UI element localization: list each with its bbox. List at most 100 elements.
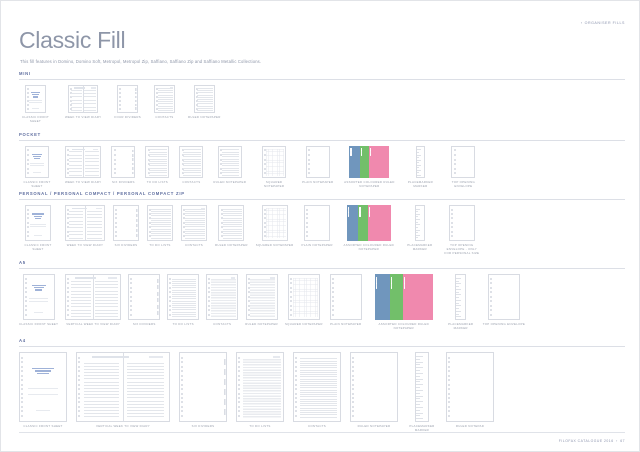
product-item[interactable]: SQUARED NOTEPAPER	[256, 205, 294, 248]
product-item[interactable]: FOUR DIVIDERS	[114, 85, 141, 120]
product-thumbnail[interactable]	[346, 205, 391, 241]
product-item[interactable]: SIX DIVIDERS	[128, 274, 161, 327]
product-item[interactable]: RULED NOTEPAPER	[215, 205, 248, 248]
product-thumbnail[interactable]	[128, 274, 161, 320]
product-item[interactable]: WEEK TO VIEW DIARY	[65, 146, 102, 185]
product-thumbnail[interactable]	[25, 205, 51, 241]
product-thumbnail[interactable]	[349, 146, 390, 178]
product-item[interactable]: WEEK TO VIEW DIARY	[65, 85, 101, 120]
product-item[interactable]: CLASSIC FRONT SHEET	[19, 205, 57, 252]
product-item[interactable]: TO DO LISTS	[236, 352, 284, 429]
product-item[interactable]: SQUARED NOTEPAPER	[256, 146, 292, 189]
ring-holes	[390, 276, 393, 320]
product-thumbnail[interactable]	[65, 146, 102, 178]
product-thumbnail[interactable]	[448, 205, 475, 241]
product-item[interactable]: PLACEMARKER MARKER	[446, 274, 476, 331]
product-item[interactable]: RULED NOTEPAPER	[213, 146, 246, 185]
product-thumbnail[interactable]	[293, 352, 341, 422]
product-thumbnail[interactable]	[218, 205, 245, 241]
product-item[interactable]: CONTACTS	[181, 205, 207, 248]
rule-lines	[84, 362, 120, 417]
product-thumbnail[interactable]	[415, 352, 429, 422]
product-item[interactable]: PLAIN NOTEPAPER	[329, 274, 362, 327]
product-item[interactable]: VERTICAL WEEK TO VIEW DIARY	[65, 274, 122, 327]
product-thumbnail[interactable]	[414, 205, 425, 241]
product-thumbnail[interactable]	[193, 85, 215, 113]
product-thumbnail[interactable]	[19, 352, 67, 422]
product-label: ASSORTED COLOURED RULED NOTEPAPER	[344, 180, 395, 188]
product-item[interactable]: PLACEMARKER MARKER	[405, 146, 435, 189]
product-item[interactable]: TOP OPENING ENVELOPE	[445, 146, 481, 189]
product-item[interactable]: TOP OPENING ENVELOPE	[483, 274, 525, 327]
product-item[interactable]: RULED NOTEPAPER	[350, 352, 398, 429]
ring-holes	[451, 207, 453, 238]
product-thumbnail[interactable]	[111, 146, 136, 178]
product-item[interactable]: CLASSIC FRONT SHEET	[19, 85, 52, 124]
product-item[interactable]: CONTACTS	[179, 146, 204, 185]
product-item[interactable]: RULED NOTEPAD	[446, 352, 494, 429]
product-item[interactable]: TOP OPENING ENVELOPE - ONLY FOR PERSONAL…	[443, 205, 481, 256]
breadcrumb[interactable]: › ORGANISER FILLS	[581, 21, 625, 26]
product-thumbnail[interactable]	[487, 274, 520, 320]
product-thumbnail[interactable]	[206, 274, 239, 320]
product-thumbnail[interactable]	[262, 146, 287, 178]
product-item[interactable]: ASSORTED COLOURED RULED NOTEPAPER	[369, 274, 439, 331]
product-thumbnail[interactable]	[455, 274, 467, 320]
product-thumbnail[interactable]	[261, 205, 288, 241]
product-thumbnail[interactable]	[179, 146, 204, 178]
product-item[interactable]: RULED NOTEPAPER	[245, 274, 278, 327]
product-thumbnail[interactable]	[179, 352, 227, 422]
product-item[interactable]: ASSORTED COLOURED RULED NOTEPAPER	[343, 146, 395, 189]
product-thumbnail[interactable]	[287, 274, 320, 320]
product-thumbnail[interactable]	[68, 85, 99, 113]
product-item[interactable]: VERTICAL WEEK TO VIEW DIARY	[76, 352, 170, 429]
product-thumbnail[interactable]	[113, 205, 139, 241]
product-item[interactable]: SIX DIVIDERS	[179, 352, 227, 429]
product-item[interactable]: PLAIN NOTEPAPER	[302, 146, 333, 185]
product-item[interactable]: SIX DIVIDERS	[111, 146, 136, 185]
product-thumbnail[interactable]	[25, 85, 46, 113]
product-thumbnail[interactable]	[65, 274, 122, 320]
ring-holes	[183, 207, 186, 238]
product-thumbnail[interactable]	[350, 352, 398, 422]
product-item[interactable]: CONTACTS	[206, 274, 239, 327]
product-thumbnail[interactable]	[446, 352, 494, 422]
product-item[interactable]: SQUARED NOTEPAPER	[285, 274, 323, 327]
product-thumbnail[interactable]	[181, 205, 207, 241]
product-thumbnail[interactable]	[22, 274, 55, 320]
product-item[interactable]: PLACEMARKER MARKER	[405, 205, 435, 252]
product-item[interactable]: CONTACTS	[153, 85, 175, 120]
product-item[interactable]: PLAIN NOTEPAPER	[302, 205, 333, 248]
product-thumbnail[interactable]	[167, 274, 200, 320]
product-thumbnail[interactable]	[153, 85, 175, 113]
product-thumbnail[interactable]	[236, 352, 284, 422]
product-item[interactable]: CLASSIC FRONT SHEET	[19, 352, 67, 429]
product-item[interactable]: TO DO LISTS	[167, 274, 200, 327]
product-thumbnail[interactable]	[117, 85, 139, 113]
product-thumbnail[interactable]	[305, 146, 330, 178]
product-thumbnail[interactable]	[329, 274, 362, 320]
product-thumbnail[interactable]	[65, 205, 105, 241]
product-item[interactable]: CLASSIC FRONT SHEET	[19, 274, 58, 327]
product-item[interactable]: SIX DIVIDERS	[113, 205, 139, 248]
product-thumbnail[interactable]	[245, 274, 278, 320]
product-thumbnail[interactable]	[415, 146, 425, 178]
product-thumbnail[interactable]	[76, 352, 170, 422]
product-thumbnail[interactable]	[374, 274, 433, 320]
product-thumbnail[interactable]	[304, 205, 331, 241]
product-item[interactable]: CONTACTS	[293, 352, 341, 429]
product-item[interactable]: PLACEMARKER MARKER	[407, 352, 437, 433]
ring-holes	[181, 148, 184, 176]
ring-holes	[27, 207, 30, 238]
product-thumbnail[interactable]	[217, 146, 242, 178]
product-thumbnail[interactable]	[145, 146, 170, 178]
product-item[interactable]: RULED NOTEPAPER	[188, 85, 221, 120]
product-item[interactable]: WEEK TO VIEW DIARY	[65, 205, 105, 248]
product-item[interactable]: TO DO LISTS	[147, 205, 173, 248]
product-thumbnail[interactable]	[451, 146, 476, 178]
product-item[interactable]: ASSORTED COLOURED RULED NOTEPAPER	[341, 205, 397, 252]
product-thumbnail[interactable]	[147, 205, 173, 241]
product-thumbnail[interactable]	[25, 146, 49, 178]
product-item[interactable]: CLASSIC FRONT SHEET	[19, 146, 55, 189]
product-item[interactable]: TO DO LISTS	[145, 146, 170, 185]
